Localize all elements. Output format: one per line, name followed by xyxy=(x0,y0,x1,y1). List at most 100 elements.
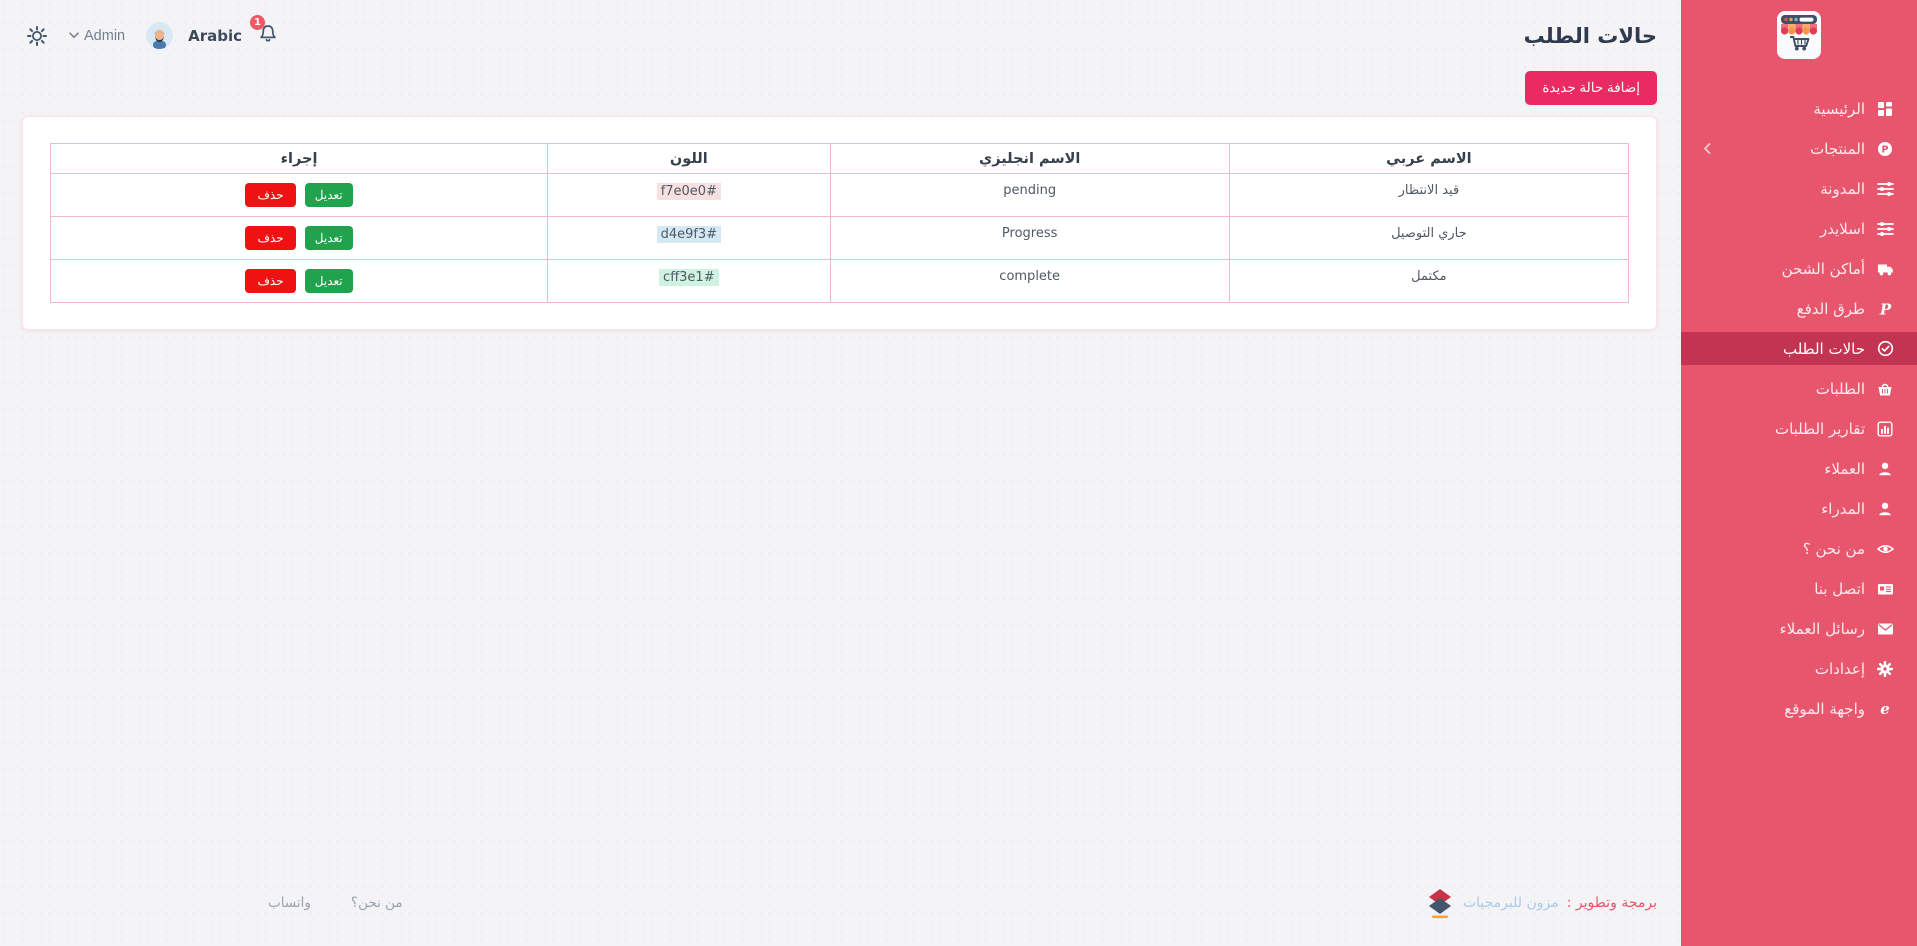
footer-links: من نحن؟ واتساب xyxy=(268,895,403,911)
sidebar-item-label: إعدادات xyxy=(1814,659,1865,678)
cell-arabic-name: مكتمل xyxy=(1228,259,1630,303)
sidebar-item-label: رسائل العملاء xyxy=(1779,619,1865,638)
sidebar-item-shipping-places[interactable]: أماكن الشحن xyxy=(1681,252,1917,285)
cell-english-name: complete xyxy=(829,259,1230,303)
cell-english-name: pending xyxy=(829,173,1230,217)
basket-icon xyxy=(1875,381,1895,397)
color-chip: #f7e0e0 xyxy=(656,183,721,200)
credit-company-link[interactable]: مزون للبرمجيات xyxy=(1462,895,1559,911)
sidebar-item-label: من نحن ؟ xyxy=(1802,539,1865,558)
sidebar-item-label: العملاء xyxy=(1824,459,1865,478)
browser-e-icon: e xyxy=(1875,701,1895,717)
order-statuses-table: الاسم عربي الاسم انجليزي اللون إجراء قيد… xyxy=(49,143,1630,303)
shipping-truck-icon xyxy=(1875,261,1895,277)
sidebar-item-label: الطلبات xyxy=(1815,379,1865,398)
sidebar-item-label: الرئيسية xyxy=(1813,99,1865,118)
table-row: جاري التوصيل Progress #d4e9f3 تعديل حذف xyxy=(49,216,1630,260)
admin-label: Admin xyxy=(84,27,126,44)
col-header-color: اللون xyxy=(547,143,831,174)
store-logo[interactable] xyxy=(1681,0,1917,62)
sidebar-item-orders[interactable]: الطلبات xyxy=(1681,372,1917,405)
sidebar-item-settings[interactable]: إعدادات xyxy=(1681,652,1917,685)
col-header-english-name: الاسم انجليزي xyxy=(829,143,1230,174)
cell-color: #cff3e1 xyxy=(547,259,831,303)
blog-sliders-icon xyxy=(1875,181,1895,197)
sidebar-item-label: المدونة xyxy=(1820,179,1865,198)
edit-button[interactable]: تعديل xyxy=(304,226,353,250)
main-area: حالات الطلب Admin xyxy=(0,0,1681,946)
sidebar-item-customers[interactable]: العملاء xyxy=(1681,452,1917,485)
language-label[interactable]: Arabic xyxy=(188,26,243,45)
sidebar-nav: الرئيسية P المنتجات المدونة xyxy=(1681,92,1917,732)
sidebar-item-payment-methods[interactable]: P طرق الدفع xyxy=(1681,292,1917,325)
developer-logo-icon xyxy=(1428,889,1451,919)
sidebar-item-slider[interactable]: اسلايدر xyxy=(1681,212,1917,245)
sidebar-item-label: اسلايدر xyxy=(1820,219,1865,238)
credit-prefix: برمجة وتطوير : xyxy=(1566,895,1657,911)
statuses-card: الاسم عربي الاسم انجليزي اللون إجراء قيد… xyxy=(22,116,1657,330)
sidebar-item-label: المدراء xyxy=(1821,499,1865,518)
table-row: مكتمل complete #cff3e1 تعديل حذف xyxy=(49,259,1630,303)
cell-actions: تعديل حذف xyxy=(49,259,549,303)
sidebar-item-customer-messages[interactable]: رسائل العملاء xyxy=(1681,612,1917,645)
page-actions: إضافة حالة جديدة xyxy=(0,71,1681,105)
paypal-icon: P xyxy=(1875,301,1895,317)
col-header-arabic-name: الاسم عربي xyxy=(1228,143,1630,174)
dashboard-icon xyxy=(1875,101,1895,117)
table-row: قيد الانتظار pending #f7e0e0 تعديل حذف xyxy=(49,173,1630,217)
cell-english-name: Progress xyxy=(829,216,1230,260)
bell-icon xyxy=(260,25,276,42)
color-chip: #cff3e1 xyxy=(659,269,719,286)
sidebar-item-products[interactable]: P المنتجات xyxy=(1681,132,1917,165)
delete-button[interactable]: حذف xyxy=(245,226,296,250)
col-header-action: إجراء xyxy=(49,143,549,174)
sidebar-item-admins[interactable]: المدراء xyxy=(1681,492,1917,525)
cell-color: #f7e0e0 xyxy=(547,173,831,217)
sidebar-item-about-us[interactable]: من نحن ؟ xyxy=(1681,532,1917,565)
sidebar: الرئيسية P المنتجات المدونة xyxy=(1681,0,1917,946)
footer-link-whatsapp[interactable]: واتساب xyxy=(268,895,311,911)
edit-button[interactable]: تعديل xyxy=(304,269,353,293)
sidebar-item-label: اتصل بنا xyxy=(1814,579,1865,598)
color-chip: #d4e9f3 xyxy=(656,226,722,243)
sidebar-item-label: أماكن الشحن xyxy=(1781,259,1865,278)
add-status-button[interactable]: إضافة حالة جديدة xyxy=(1525,71,1657,105)
delete-button[interactable]: حذف xyxy=(245,269,296,293)
sidebar-item-label: المنتجات xyxy=(1810,139,1865,158)
sidebar-item-home[interactable]: الرئيسية xyxy=(1681,92,1917,125)
sidebar-item-label: واجهة الموقع xyxy=(1784,699,1865,718)
delete-button[interactable]: حذف xyxy=(245,183,296,207)
avatar[interactable] xyxy=(146,22,174,49)
sidebar-item-label: طرق الدفع xyxy=(1796,299,1865,318)
svg-text:P: P xyxy=(1879,301,1892,317)
sidebar-item-label: تقارير الطلبات xyxy=(1774,419,1865,438)
sidebar-item-label: حالات الطلب xyxy=(1782,339,1865,358)
gear-icon xyxy=(1875,660,1895,677)
chevron-down-icon xyxy=(69,32,79,39)
admin-user-icon xyxy=(1875,501,1895,517)
submenu-chevron-icon xyxy=(1703,143,1711,154)
settings-gear-button[interactable] xyxy=(26,25,48,47)
sidebar-item-order-reports[interactable]: تقارير الطلبات xyxy=(1681,412,1917,445)
sidebar-item-blog[interactable]: المدونة xyxy=(1681,172,1917,205)
sidebar-item-order-statuses[interactable]: حالات الطلب xyxy=(1681,332,1917,365)
bar-chart-icon xyxy=(1875,421,1895,437)
svg-text:P: P xyxy=(1882,144,1889,155)
envelope-icon xyxy=(1875,622,1895,636)
cell-color: #d4e9f3 xyxy=(547,216,831,260)
sidebar-item-site-frontend[interactable]: e واجهة الموقع xyxy=(1681,692,1917,725)
footer-link-about[interactable]: من نحن؟ xyxy=(350,895,403,911)
sidebar-item-contact-us[interactable]: اتصل بنا xyxy=(1681,572,1917,605)
edit-button[interactable]: تعديل xyxy=(304,183,353,207)
user-icon xyxy=(1875,461,1895,477)
svg-text:e: e xyxy=(1880,701,1890,717)
storefront-cart-icon xyxy=(1777,11,1821,59)
cell-actions: تعديل حذف xyxy=(49,173,549,217)
cell-arabic-name: قيد الانتظار xyxy=(1228,173,1630,217)
admin-dropdown[interactable]: Admin xyxy=(63,27,131,45)
notification-badge: 1 xyxy=(250,15,266,30)
contact-card-icon xyxy=(1875,581,1895,597)
cell-arabic-name: جاري التوصيل xyxy=(1228,216,1630,260)
notifications-button[interactable]: 1 xyxy=(250,15,279,48)
